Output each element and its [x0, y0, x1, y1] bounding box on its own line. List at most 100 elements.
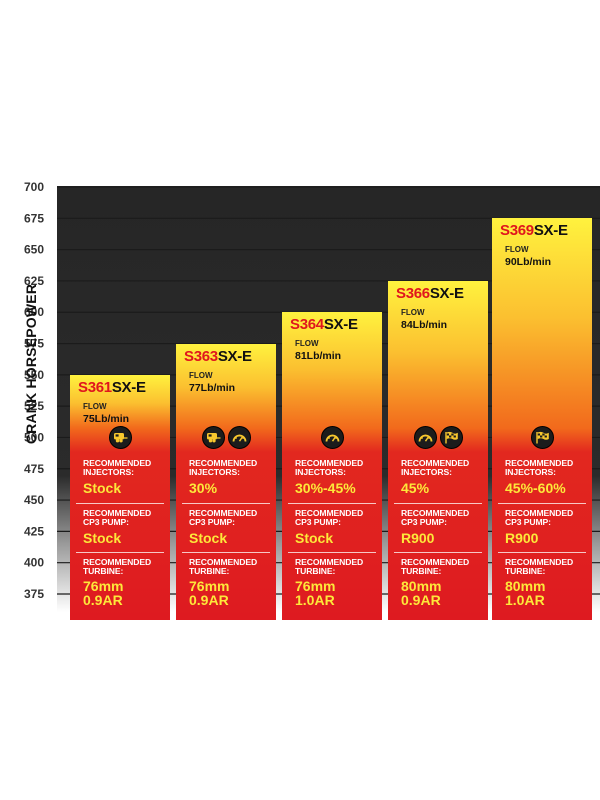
y-tick-label: 375: [24, 587, 44, 601]
flow-label: FLOW: [189, 370, 213, 380]
pump-label-line1: RECOMMENDED: [83, 507, 152, 518]
turbine-label-line1: RECOMMENDED: [401, 556, 470, 567]
turbine-size: 76mm: [295, 577, 336, 594]
section-divider: [288, 502, 376, 504]
turbine-ar: 1.0AR: [505, 591, 545, 608]
turbine-size: 76mm: [83, 577, 124, 594]
model-suffix: SX-E: [217, 347, 252, 365]
pump-label-line2: CP3 PUMP:: [189, 516, 235, 527]
injectors-label-line2: INJECTORS:: [83, 466, 134, 477]
section-divider: [394, 502, 482, 504]
y-tick-label: 675: [24, 211, 44, 225]
y-tick-label: 550: [24, 368, 44, 382]
pump-value: R900: [401, 529, 435, 546]
checkered-flag-icon: [530, 425, 554, 449]
y-tick-label: 425: [24, 524, 44, 538]
model-code: S366: [396, 284, 430, 302]
flow-label: FLOW: [401, 307, 425, 317]
pump-label-line1: RECOMMENDED: [505, 507, 574, 518]
injectors-value: Stock: [83, 479, 122, 496]
injectors-label-line1: RECOMMENDED: [83, 457, 152, 468]
section-divider: [498, 551, 586, 553]
model-code: S369: [500, 222, 534, 240]
turbine-label-line2: TURBINE:: [83, 565, 124, 576]
flow-value: 81Lb/min: [295, 350, 342, 363]
gauge-icon: [320, 425, 344, 449]
injectors-label-line1: RECOMMENDED: [401, 457, 470, 468]
turbine-label-line1: RECOMMENDED: [505, 556, 574, 567]
towing-trailer-icon: [108, 425, 132, 449]
turbine-label-line1: RECOMMENDED: [189, 556, 258, 567]
bar-title: S363SX-E: [184, 348, 252, 365]
injectors-value: 45%: [401, 479, 430, 496]
flow-label: FLOW: [295, 339, 319, 349]
pump-label-line2: CP3 PUMP:: [295, 516, 341, 527]
section-divider: [76, 502, 164, 504]
towing-trailer-icon: [201, 425, 225, 449]
y-tick-label: 450: [24, 493, 44, 507]
y-tick-label: 575: [24, 337, 44, 351]
bar-title: S361SX-E: [78, 379, 146, 396]
pump-label-line2: CP3 PUMP:: [505, 516, 551, 527]
model-suffix: SX-E: [533, 222, 568, 240]
bar-s363: S363SX-E FLOW 77Lb/min RECOMMENDED INJECTORS…: [176, 343, 276, 620]
injectors-label-line1: RECOMMENDED: [295, 457, 364, 468]
turbine-size: 80mm: [505, 577, 546, 594]
flow-value: 84Lb/min: [401, 318, 448, 331]
y-tick-label: 700: [24, 180, 44, 194]
section-divider: [498, 502, 586, 504]
y-tick-label: 500: [24, 430, 44, 444]
injectors-value: 45%-60%: [505, 479, 566, 496]
usage-icons: [176, 425, 276, 449]
pump-label-line2: CP3 PUMP:: [401, 516, 447, 527]
y-tick-label: 400: [24, 556, 44, 570]
pump-label-line1: RECOMMENDED: [189, 507, 258, 518]
turbine-size: 80mm: [401, 577, 442, 594]
usage-icons: [282, 425, 382, 449]
turbine-label-line1: RECOMMENDED: [83, 556, 152, 567]
section-divider: [76, 551, 164, 553]
injectors-label-line1: RECOMMENDED: [189, 457, 258, 468]
pump-value: Stock: [295, 529, 334, 546]
pump-label-line1: RECOMMENDED: [295, 507, 364, 518]
model-suffix: SX-E: [323, 316, 358, 334]
pump-label-line2: CP3 PUMP:: [83, 516, 129, 527]
y-tick-label: 650: [24, 243, 44, 257]
bar-title: S364SX-E: [290, 316, 358, 333]
pump-label-line1: RECOMMENDED: [401, 507, 470, 518]
injectors-label-line1: RECOMMENDED: [505, 457, 574, 468]
bar-s364: S364SX-E FLOW 81Lb/min RECOMMENDED INJECTORS…: [282, 312, 382, 620]
turbine-label-line1: RECOMMENDED: [295, 556, 364, 567]
usage-icons: [388, 425, 488, 449]
gauge-icon: [413, 425, 437, 449]
section-divider: [182, 551, 270, 553]
bar-title: S366SX-E: [396, 285, 464, 302]
injectors-value: 30%-45%: [295, 479, 356, 496]
injectors-label-line2: INJECTORS:: [505, 466, 556, 477]
usage-icons: [70, 425, 170, 449]
model-suffix: SX-E: [429, 284, 464, 302]
y-tick-label: 475: [24, 462, 44, 476]
injectors-label-line2: INJECTORS:: [189, 466, 240, 477]
turbine-size: 76mm: [189, 577, 230, 594]
injectors-value: 30%: [189, 479, 218, 496]
turbine-ar: 0.9AR: [189, 591, 229, 608]
injectors-label-line2: INJECTORS:: [401, 466, 452, 477]
turbine-ar: 1.0AR: [295, 591, 335, 608]
bar-title: S369SX-E: [500, 222, 568, 239]
section-divider: [182, 502, 270, 504]
pump-value: Stock: [189, 529, 228, 546]
bar-s369: S369SX-E FLOW 90Lb/min RECOMMENDED INJECTORS…: [492, 218, 592, 620]
checkered-flag-icon: [439, 425, 463, 449]
flow-value: 90Lb/min: [505, 256, 552, 269]
bar-s366: S366SX-E FLOW 84Lb/min RECOMMENDED INJECTORS…: [388, 280, 488, 620]
y-tick-label: 600: [24, 305, 44, 319]
turbine-ar: 0.9AR: [401, 591, 441, 608]
y-axis-label: CRANK HORSEPOWER: [23, 283, 39, 445]
pump-value: R900: [505, 529, 539, 546]
y-axis-ticks: 700 675 650 625 600 575 550 525 500 475 450 425 400 3…: [24, 180, 44, 601]
injectors-label-line2: INJECTORS:: [295, 466, 346, 477]
gauge-icon: [227, 425, 251, 449]
model-code: S363: [184, 347, 218, 365]
